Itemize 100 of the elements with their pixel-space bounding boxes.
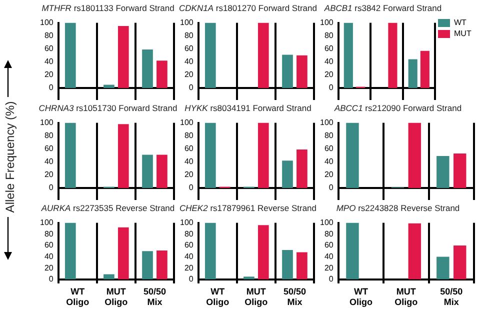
bar	[346, 122, 359, 188]
bar	[104, 274, 114, 280]
bar	[64, 222, 76, 280]
y-tick-label: 60	[184, 144, 194, 154]
y-tick-label: 60	[324, 44, 334, 54]
y-tick-label: 0	[48, 83, 54, 92]
y-tick-label: 100	[180, 218, 194, 228]
bar	[156, 250, 168, 280]
bar	[436, 256, 450, 280]
y-tick-label: 0	[188, 83, 194, 92]
y-tick-label: 40	[184, 57, 194, 66]
bar	[408, 122, 422, 188]
y-tick-label: 0	[188, 274, 194, 284]
y-tick-label: 60	[324, 240, 334, 250]
bar	[142, 251, 153, 280]
bar	[296, 252, 308, 280]
bar	[204, 122, 216, 188]
y-tick-label: 0	[328, 274, 334, 284]
y-tick-label: 40	[44, 157, 54, 166]
y-tick-label: 40	[324, 157, 334, 166]
y-tick-label: 40	[44, 57, 54, 66]
bar	[282, 250, 293, 280]
y-tick-label: 80	[184, 229, 194, 238]
y-tick-label: 20	[44, 70, 54, 80]
x-tick-label: WT Oligo	[66, 286, 90, 308]
x-tick-label: 50/50 Mix	[143, 286, 166, 308]
x-tick-label: MUT Oligo	[394, 286, 418, 308]
y-tick-label: 40	[184, 157, 194, 166]
bar	[204, 222, 216, 280]
chart-title: CHEK2 rs17879961 Reverse Strand	[178, 202, 318, 215]
y-tick-label: 60	[184, 240, 194, 250]
y-tick-label: 80	[44, 31, 54, 40]
bar	[388, 22, 398, 88]
bar	[258, 22, 269, 88]
legend-label: MUT	[454, 29, 472, 38]
bar	[454, 245, 466, 280]
y-tick-label: 40	[324, 57, 334, 66]
bar	[282, 160, 293, 188]
y-tick-label: 20	[184, 170, 194, 180]
bar	[258, 122, 269, 188]
x-tick-label: 50/50 Mix	[440, 286, 463, 308]
y-axis-title: Allele Frequency (%)	[3, 97, 17, 217]
y-tick-label: 0	[48, 183, 54, 192]
bar	[454, 153, 466, 188]
bar	[296, 150, 308, 188]
bar	[104, 84, 114, 88]
x-tick-label: MUT Oligo	[244, 286, 268, 308]
chart-title: CHRNA3 rs1051730 Forward Strand	[38, 102, 178, 115]
y-tick-label: 100	[180, 18, 194, 28]
x-tick-label: 50/50 Mix	[283, 286, 306, 308]
chart-title: AURKA rs2273535 Reverse Strand	[40, 202, 176, 215]
chart-title: ABCB1 rs3842 Forward Strand	[323, 2, 443, 15]
y-tick-label: 0	[188, 183, 194, 192]
bar	[64, 122, 76, 188]
y-tick-label: 60	[324, 144, 334, 154]
y-tick-label: 80	[324, 31, 334, 40]
y-tick-label: 80	[184, 131, 194, 140]
y-tick-label: 20	[324, 263, 334, 272]
x-tick-label: WT Oligo	[206, 286, 230, 308]
bar	[142, 154, 153, 188]
y-tick-label: 60	[44, 44, 54, 54]
y-tick-label: 100	[40, 218, 54, 228]
y-tick-label: 100	[40, 118, 54, 128]
y-tick-label: 20	[324, 70, 334, 80]
y-tick-label: 20	[184, 263, 194, 272]
y-tick-label: 0	[328, 83, 334, 92]
chart-title: HYKK rs8034191 Forward Strand	[184, 102, 312, 115]
y-tick-label: 20	[324, 170, 334, 180]
bar	[420, 50, 430, 88]
y-tick-label: 40	[184, 252, 194, 261]
bar	[156, 60, 168, 88]
y-tick-label: 40	[324, 252, 334, 261]
y-tick-label: 60	[184, 44, 194, 54]
bar	[282, 54, 293, 88]
bar	[142, 50, 153, 88]
y-tick-label: 80	[184, 31, 194, 40]
bar	[408, 223, 422, 280]
y-tick-label: 80	[44, 229, 54, 238]
y-tick-label: 80	[44, 131, 54, 140]
legend-label: WT	[454, 18, 467, 28]
bar	[258, 225, 269, 280]
y-tick-label: 40	[44, 252, 54, 261]
x-tick-label: MUT Oligo	[104, 286, 128, 308]
y-tick-label: 100	[320, 118, 334, 128]
chart-title: MPO rs2243828 Reverse Strand	[335, 202, 461, 215]
y-tick-label: 20	[44, 170, 54, 180]
bar	[204, 22, 216, 88]
bar	[408, 59, 418, 88]
bar	[346, 222, 359, 280]
y-tick-label: 60	[44, 240, 54, 250]
bar	[118, 227, 129, 280]
bar	[296, 55, 308, 88]
y-tick-label: 0	[48, 274, 54, 284]
bar	[64, 22, 76, 88]
y-tick-label: 0	[328, 183, 334, 192]
chart-title: CDKN1A rs1801270 Forward Strand	[178, 2, 318, 15]
bar	[156, 154, 168, 188]
y-tick-label: 100	[180, 118, 194, 128]
y-tick-label: 100	[40, 18, 54, 28]
bar	[118, 124, 129, 188]
